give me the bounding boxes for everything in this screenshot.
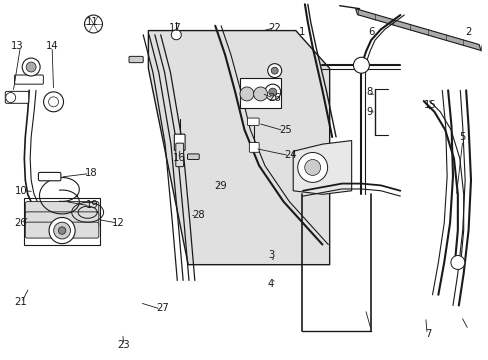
- Text: 19: 19: [86, 200, 99, 210]
- Circle shape: [240, 87, 253, 101]
- Circle shape: [267, 64, 281, 78]
- Text: 26: 26: [267, 93, 280, 103]
- Text: 25: 25: [279, 125, 292, 135]
- Text: 2: 2: [465, 27, 471, 37]
- Text: 15: 15: [423, 100, 436, 110]
- Polygon shape: [355, 9, 480, 50]
- Bar: [24, 198, 100, 244]
- Circle shape: [84, 15, 102, 33]
- Text: 11: 11: [86, 17, 99, 27]
- FancyBboxPatch shape: [249, 143, 259, 152]
- FancyBboxPatch shape: [25, 222, 99, 238]
- Circle shape: [271, 67, 278, 74]
- Text: 20: 20: [15, 218, 27, 228]
- Circle shape: [49, 217, 75, 244]
- Text: 7: 7: [424, 329, 430, 339]
- Text: 1: 1: [298, 27, 305, 37]
- FancyBboxPatch shape: [174, 134, 185, 150]
- Text: 14: 14: [46, 41, 58, 50]
- Circle shape: [253, 87, 267, 101]
- Text: 10: 10: [15, 186, 27, 196]
- Circle shape: [450, 256, 464, 269]
- Circle shape: [54, 222, 70, 239]
- Text: 21: 21: [15, 297, 27, 307]
- FancyBboxPatch shape: [25, 202, 99, 217]
- Text: 27: 27: [156, 303, 168, 314]
- FancyBboxPatch shape: [39, 172, 61, 181]
- Circle shape: [171, 30, 181, 40]
- Text: 5: 5: [459, 132, 465, 142]
- Text: 29: 29: [214, 181, 226, 192]
- Circle shape: [6, 93, 16, 103]
- Text: 6: 6: [367, 27, 374, 37]
- Text: 8: 8: [366, 87, 372, 97]
- Circle shape: [43, 92, 63, 112]
- Text: 22: 22: [267, 23, 280, 33]
- Text: 17: 17: [169, 23, 182, 33]
- Circle shape: [48, 97, 59, 107]
- Text: 24: 24: [284, 150, 297, 160]
- Text: 18: 18: [84, 168, 97, 178]
- FancyBboxPatch shape: [129, 57, 143, 63]
- Circle shape: [297, 153, 327, 183]
- Circle shape: [22, 58, 40, 76]
- FancyBboxPatch shape: [175, 143, 183, 167]
- Bar: [239, 78, 281, 108]
- Polygon shape: [148, 31, 329, 265]
- Polygon shape: [293, 140, 351, 194]
- Text: 3: 3: [267, 250, 274, 260]
- Text: 23: 23: [117, 340, 129, 350]
- Circle shape: [353, 57, 368, 73]
- Circle shape: [264, 84, 280, 100]
- Circle shape: [268, 88, 276, 96]
- Circle shape: [26, 62, 36, 72]
- FancyBboxPatch shape: [25, 212, 99, 228]
- FancyBboxPatch shape: [247, 118, 259, 125]
- Text: 12: 12: [112, 218, 124, 228]
- Circle shape: [58, 227, 66, 234]
- Text: 28: 28: [191, 210, 204, 220]
- Text: 4: 4: [267, 279, 274, 289]
- Text: 16: 16: [172, 153, 185, 163]
- Text: 13: 13: [11, 41, 23, 50]
- Circle shape: [304, 159, 320, 175]
- Text: 9: 9: [366, 107, 372, 117]
- FancyBboxPatch shape: [15, 75, 43, 84]
- FancyBboxPatch shape: [5, 91, 29, 103]
- FancyBboxPatch shape: [187, 154, 199, 159]
